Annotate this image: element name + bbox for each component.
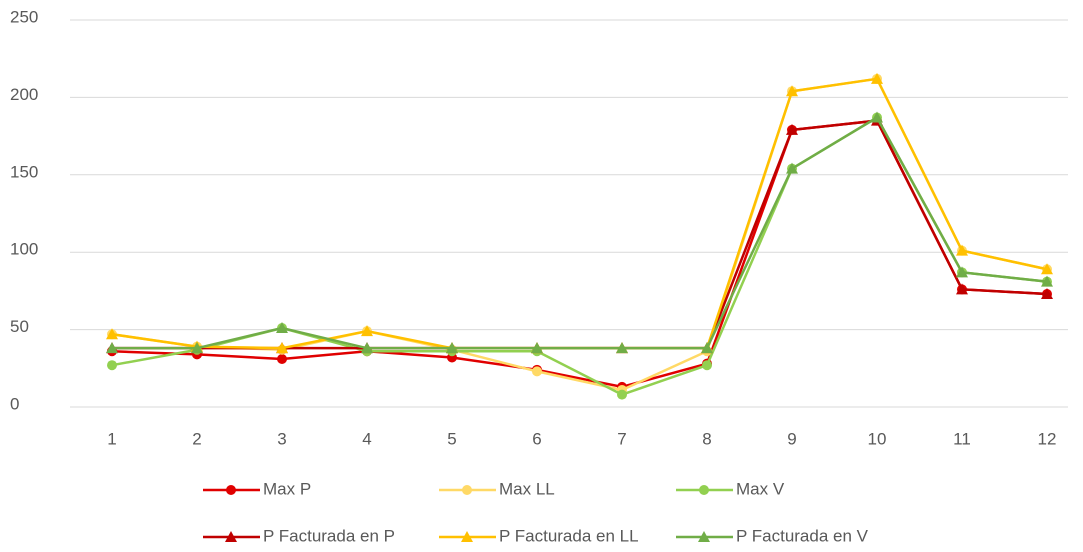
data-point (276, 322, 288, 334)
data-point (871, 111, 883, 123)
data-point (1041, 275, 1053, 287)
legend-label: P Facturada en LL (499, 526, 639, 545)
legend-label: Max P (263, 479, 311, 498)
data-point (786, 85, 798, 97)
x-tick-label: 7 (617, 429, 626, 448)
y-tick-label: 50 (10, 317, 29, 336)
data-point (616, 342, 628, 354)
y-tick-label: 200 (10, 85, 38, 104)
x-tick-label: 12 (1038, 429, 1057, 448)
legend-marker (225, 531, 237, 542)
legend-label: P Facturada en V (736, 526, 869, 545)
data-point (277, 354, 287, 365)
series-line (111, 77, 1048, 350)
data-point (191, 342, 203, 354)
legend-marker (462, 485, 472, 495)
data-point (701, 342, 713, 354)
data-point (1041, 287, 1053, 299)
legend-label: P Facturada en P (263, 526, 395, 545)
data-point (617, 389, 627, 400)
legend-marker (699, 485, 709, 495)
data-point (276, 342, 288, 354)
data-point (1041, 263, 1053, 275)
y-tick-label: 0 (10, 394, 19, 413)
x-tick-label: 3 (277, 429, 286, 448)
data-point (531, 342, 543, 354)
x-tick-label: 11 (953, 429, 971, 448)
x-tick-label: 8 (702, 429, 711, 448)
data-point (956, 244, 968, 256)
legend-marker (698, 531, 710, 542)
x-tick-label: 6 (532, 429, 541, 448)
legend-marker (226, 485, 236, 495)
data-point (532, 366, 542, 377)
data-point (871, 72, 883, 84)
data-point (361, 325, 373, 337)
data-point (106, 342, 118, 354)
legend-marker (461, 531, 473, 542)
y-tick-label: 100 (10, 240, 38, 259)
legend-label: Max LL (499, 479, 555, 498)
series-line (111, 77, 1048, 392)
data-point (956, 266, 968, 278)
series-line (111, 115, 1048, 396)
data-point (107, 360, 117, 371)
x-tick-label: 1 (107, 429, 116, 448)
y-tick-label: 150 (10, 162, 38, 181)
x-tick-label: 2 (192, 429, 201, 448)
x-tick-label: 5 (447, 429, 456, 448)
data-point (361, 342, 373, 354)
data-point (106, 328, 118, 340)
series-line (112, 115, 1048, 350)
legend-label: Max V (736, 479, 785, 498)
x-tick-label: 10 (868, 429, 887, 448)
data-point (786, 123, 798, 135)
data-point (956, 283, 968, 295)
data-point (786, 162, 798, 174)
data-point (446, 342, 458, 354)
series-line (112, 119, 1048, 350)
y-tick-label: 250 (10, 7, 38, 26)
x-tick-label: 4 (362, 429, 371, 448)
x-tick-label: 9 (787, 429, 796, 448)
data-point (702, 360, 712, 371)
